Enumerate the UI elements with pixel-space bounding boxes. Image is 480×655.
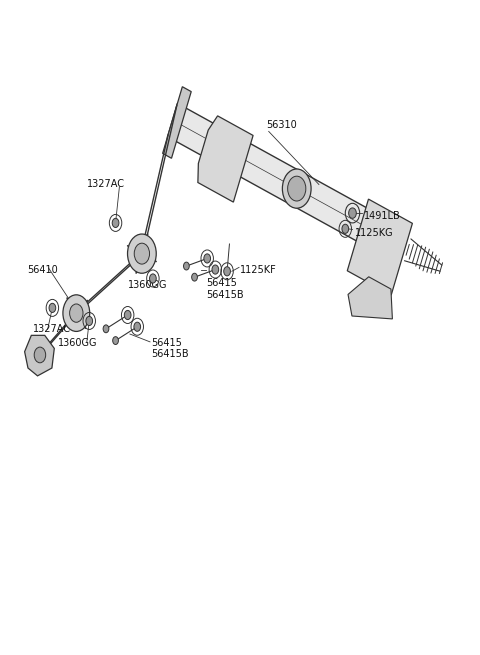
Circle shape <box>70 304 83 322</box>
Circle shape <box>224 267 230 276</box>
Text: 56415B: 56415B <box>152 349 189 360</box>
Text: 1491LB: 1491LB <box>364 212 401 221</box>
Circle shape <box>112 218 119 227</box>
Polygon shape <box>198 116 253 202</box>
Text: 56415B: 56415B <box>206 290 244 300</box>
Circle shape <box>134 322 141 331</box>
Circle shape <box>134 243 150 264</box>
Circle shape <box>183 262 189 270</box>
Text: 56415: 56415 <box>152 337 182 348</box>
Polygon shape <box>347 199 412 295</box>
Circle shape <box>63 295 90 331</box>
Text: 1125KF: 1125KF <box>240 265 277 275</box>
Polygon shape <box>163 86 191 159</box>
Circle shape <box>34 347 46 363</box>
Text: 1125KG: 1125KG <box>355 228 394 238</box>
Circle shape <box>103 325 109 333</box>
Circle shape <box>212 265 219 274</box>
Circle shape <box>204 254 211 263</box>
Polygon shape <box>348 277 392 319</box>
Text: 1327AC: 1327AC <box>33 324 71 335</box>
Text: 1360GG: 1360GG <box>128 280 167 290</box>
Polygon shape <box>168 103 408 264</box>
Circle shape <box>49 303 56 312</box>
Circle shape <box>192 273 197 281</box>
Circle shape <box>128 234 156 273</box>
Text: 1360GG: 1360GG <box>58 337 97 348</box>
Ellipse shape <box>282 169 311 208</box>
Circle shape <box>342 224 348 233</box>
Circle shape <box>124 310 131 320</box>
Text: 56410: 56410 <box>27 265 58 275</box>
Text: 56415: 56415 <box>206 278 238 288</box>
Circle shape <box>348 208 356 218</box>
Circle shape <box>86 316 93 326</box>
Ellipse shape <box>288 176 306 201</box>
Text: 56310: 56310 <box>266 120 297 130</box>
Circle shape <box>150 274 156 283</box>
Circle shape <box>113 337 119 345</box>
Text: 1327AC: 1327AC <box>87 179 125 189</box>
Polygon shape <box>24 335 54 376</box>
